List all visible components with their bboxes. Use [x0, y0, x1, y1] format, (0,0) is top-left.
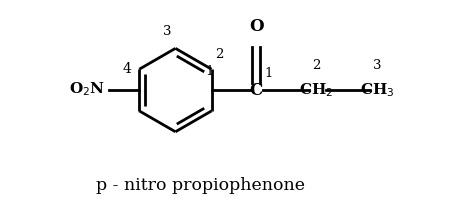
Text: 1: 1 [205, 65, 214, 78]
Text: CH$_3$: CH$_3$ [360, 81, 395, 99]
Text: C: C [250, 82, 263, 99]
Text: 3: 3 [373, 59, 382, 72]
Text: 2: 2 [311, 59, 320, 72]
Text: p - nitro propiophenone: p - nitro propiophenone [96, 177, 305, 194]
Text: 3: 3 [163, 25, 172, 38]
Text: 1: 1 [264, 67, 273, 80]
Text: CH$_2$: CH$_2$ [299, 81, 333, 99]
Text: 2: 2 [215, 48, 224, 61]
Text: O: O [249, 18, 264, 35]
Text: O$_2$N: O$_2$N [69, 80, 105, 98]
Text: 4: 4 [122, 62, 131, 76]
